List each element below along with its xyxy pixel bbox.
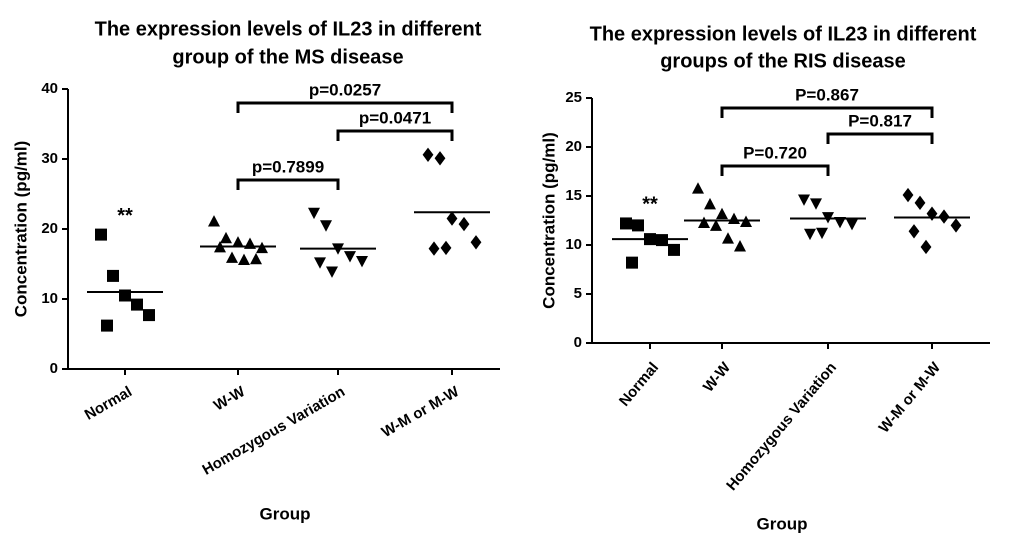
x-tick-label: Homozygous Variation: [723, 359, 840, 494]
data-point: [226, 251, 238, 263]
chart-title: groups of the RIS disease: [660, 50, 906, 72]
y-tick-label: 0: [50, 360, 58, 377]
data-point: [698, 216, 710, 228]
y-tick-label: 0: [574, 334, 582, 351]
data-point: [908, 224, 920, 239]
data-point: [232, 236, 244, 248]
p-value: P=0.867: [795, 85, 859, 104]
bracket: [236, 101, 454, 113]
data-point: [344, 251, 356, 263]
data-point: [422, 147, 434, 162]
x-tick-label: W-W: [700, 359, 735, 396]
x-axis-title: Group: [260, 504, 311, 523]
data-point: [834, 216, 846, 229]
data-point: [446, 211, 458, 226]
bracket: [720, 106, 934, 118]
y-tick-label: 5: [574, 285, 582, 302]
data-point: [716, 207, 728, 220]
x-tick-label: W-W: [211, 383, 249, 415]
x-tick-label: W-M or M-W: [876, 359, 945, 437]
data-point: [804, 228, 816, 241]
bracket: [336, 129, 454, 141]
data-point: [810, 198, 822, 210]
chart-title: The expression levels of IL23 in differe…: [590, 23, 977, 45]
data-point: [846, 218, 858, 231]
data-point: [434, 151, 446, 166]
p-value: p=0.0257: [309, 80, 381, 99]
data-point: [632, 219, 644, 232]
p-value: p=0.0471: [359, 108, 431, 127]
data-point: [470, 235, 482, 250]
data-point: [250, 252, 262, 265]
data-point: [902, 187, 914, 203]
data-point: [692, 182, 704, 194]
data-point: [920, 239, 932, 255]
data-point: [308, 207, 320, 220]
chart-title: The expression levels of IL23 in differe…: [95, 18, 482, 40]
data-point: [816, 227, 828, 240]
x-tick-label: Normal: [616, 359, 662, 410]
data-point: [620, 217, 632, 230]
p-value: P=0.817: [848, 111, 912, 130]
y-tick-label: 10: [565, 236, 582, 253]
data-point: [704, 197, 716, 210]
data-point: [320, 220, 332, 232]
y-axis-title: Concentration (pg/ml): [11, 141, 30, 318]
y-tick-label: 20: [41, 220, 58, 237]
y-tick-label: 30: [41, 150, 58, 167]
data-point: [728, 212, 740, 225]
data-point: [208, 215, 220, 227]
bracket: [236, 178, 340, 190]
data-point: [107, 269, 119, 282]
bracket: [720, 164, 830, 176]
y-tick-label: 10: [41, 290, 58, 307]
x-tick-label: W-M or M-W: [379, 383, 463, 441]
y-tick-label: 40: [41, 80, 58, 97]
data-point: [238, 253, 250, 265]
data-point: [914, 195, 926, 211]
data-point: [95, 228, 107, 241]
bracket: [826, 132, 934, 144]
data-point: [710, 219, 722, 231]
p-value: p=0.7899: [252, 157, 324, 176]
data-point: [926, 206, 938, 221]
data-point: [101, 319, 113, 332]
annotation: **: [117, 205, 133, 227]
data-point: [143, 309, 155, 322]
data-point: [458, 216, 470, 232]
data-point: [950, 218, 962, 233]
data-point: [626, 256, 638, 269]
p-value: P=0.720: [743, 143, 807, 162]
data-point: [798, 194, 810, 206]
annotation: **: [642, 194, 658, 216]
y-tick-label: 20: [565, 138, 582, 155]
x-tick-label: Normal: [82, 383, 135, 424]
data-point: [131, 298, 143, 311]
data-point: [356, 256, 368, 268]
data-point: [314, 257, 326, 269]
data-point: [440, 240, 452, 256]
data-point: [220, 231, 232, 244]
data-point: [428, 241, 440, 256]
y-axis-title: Concentration (pg/ml): [539, 132, 558, 309]
data-point: [326, 266, 338, 278]
data-point: [668, 243, 680, 256]
y-tick-label: 15: [565, 187, 582, 204]
chart-title: group of the MS disease: [172, 46, 403, 68]
data-point: [734, 240, 746, 252]
y-tick-label: 25: [565, 89, 582, 106]
data-point: [722, 232, 734, 244]
x-axis-title: Group: [757, 514, 808, 533]
